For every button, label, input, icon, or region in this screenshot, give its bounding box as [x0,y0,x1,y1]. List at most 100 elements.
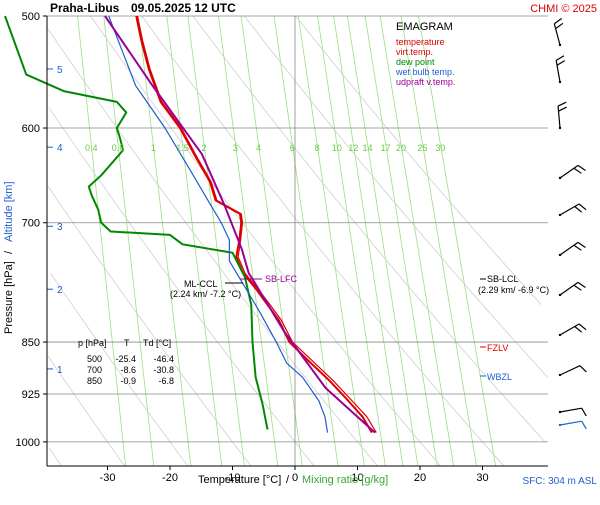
wind-barb-flag [578,203,587,211]
mixing-ratio-line [333,15,404,467]
y-tick-label: 850 [22,337,40,349]
x-tick-label: -10 [225,472,241,484]
mixing-ratio-label: 1.5 [176,143,189,153]
sb-lcl-value: (2.29 km/ -6.9 °C) [478,285,549,295]
y-tick-label: 700 [22,218,40,230]
y-tick-label: 925 [22,389,40,401]
dry-adiabat-line [48,447,62,467]
series-virt-temp-line [136,15,377,433]
wind-barb-shaft [559,241,579,256]
mixing-ratio-line [379,15,455,467]
wind-barb-flag [577,281,586,288]
mixing-ratio-line [166,15,223,467]
dry-adiabat-line [50,273,189,467]
wind-barb-station-dot [558,333,562,337]
altitude-tick-label: 5 [57,65,63,76]
dry-adiabat-line [47,186,252,467]
wind-barb-flag [574,326,583,333]
mixing-ratio-line [240,15,303,467]
wind-barb-station-dot [558,423,562,427]
copyright-label: CHMI © 2025 [530,3,597,15]
y-axis-title: Pressure [hPa] [3,261,15,334]
wind-barb-shaft [557,106,561,129]
series-udpraft-v-temp-line [104,15,376,434]
table-cell: -6.8 [158,376,174,386]
mixing-ratio-label: 2 [202,143,207,153]
wind-barb-flag [557,101,567,107]
x-tick-label: -30 [100,472,116,484]
mixing-ratio-line [347,15,419,467]
mixing-ratio-label: 30 [435,143,445,153]
table-cell: -46.4 [153,354,174,364]
table-cell: 500 [87,354,102,364]
wind-barb-flag [573,244,582,251]
wind-barb-flag [577,164,586,171]
series-dew-point-line [4,15,269,430]
y-tick-label: 500 [22,11,40,23]
altitude-tick-label: 2 [57,285,63,296]
x-tick-label: 30 [476,472,488,484]
wind-barb-flag [581,420,587,430]
dry-adiabat-line [141,15,505,467]
wind-barb-station-dot [558,213,562,217]
wind-barb-shaft [559,323,580,336]
wind-barb-shaft [559,407,582,413]
wind-barb-station-dot [558,373,562,377]
sb-lcl-label: SB-LCL [487,274,519,284]
mixing-ratio-label: 6 [290,143,295,153]
mixing-ratio-line [297,15,365,467]
wind-barb-shaft [559,281,579,296]
mixing-ratio-line [187,15,245,467]
mixing-ratio-line [317,15,386,467]
wind-barb-flag [578,323,587,331]
x-tick-label: 10 [351,472,363,484]
legend-item-virt-temp: virt.temp. [396,47,433,57]
mixing-ratio-line [77,15,127,467]
x-tick-label: 20 [414,472,426,484]
table-cell: -25.4 [115,354,136,364]
wind-barb-shaft [559,164,579,179]
wind-barb-flag [573,284,582,291]
table-header-td: Td [°C] [143,338,171,348]
y-axis-separator: / [3,250,15,254]
wind-barb-shaft [559,365,581,376]
wind-barb-station-dot [558,43,562,47]
mixing-ratio-label: 8 [315,143,320,153]
dry-adiabat-line [47,27,378,467]
mixing-ratio-line [137,15,192,467]
table-header-t: T [124,338,130,348]
x-axis-title: Temperature [°C] [198,474,281,486]
wind-barb-flag [577,241,586,248]
mixing-ratio-label: 10 [332,143,342,153]
mixing-ratio-label: 12 [348,143,358,153]
mixing-ratio-label: 0.4 [85,143,98,153]
dry-adiabat-line [48,106,315,467]
mixing-ratio-label: 4 [256,143,261,153]
mixing-ratio-label: 1 [151,143,156,153]
dry-adiabat-line [90,15,441,467]
mixing-ratio-line [218,15,279,467]
x-tick-label: -20 [162,472,178,484]
station-title: Praha-Libus [50,1,120,15]
mixing-ratio-label: 0.6 [112,143,125,153]
altitude-tick-label: 4 [57,143,63,154]
values-table: p [hPa] T Td [°C] 500 -25.4 -46.4 700 -8… [78,338,174,386]
series-wet-bulb-temp-line [108,15,329,433]
dry-adiabat-line [295,15,542,306]
mixing-ratio-line [418,15,496,467]
legend-title: EMAGRAM [396,21,453,33]
mixing-ratio-line [273,15,339,467]
wind-barb-shaft [559,420,582,426]
legend-item-updraft: udpraft v.temp. [396,77,455,87]
wind-barb-flag [556,60,566,66]
x-axis-separator: / [286,474,290,486]
sb-lfc-label: SB-LFC [265,274,298,284]
mixing-ratio-label: 17 [381,143,391,153]
mixing-ratio-line [364,15,438,467]
wind-barb-station-dot [558,293,562,297]
wind-barb-flag [579,365,587,373]
mixing-ratio-label: 14 [362,143,372,153]
y-axis-title-group: Pressure [hPa] / Altitude [km] [3,181,15,334]
